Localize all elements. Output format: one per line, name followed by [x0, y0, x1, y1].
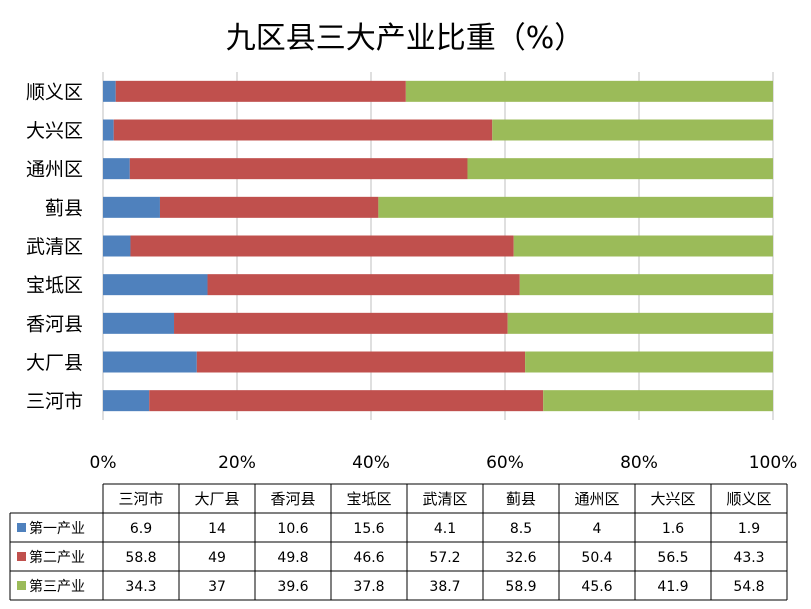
- table-header-cell: 通州区: [574, 490, 619, 508]
- bar-segment: [519, 274, 773, 296]
- bar-segment: [543, 390, 773, 412]
- legend-label: 第一产业: [29, 520, 85, 537]
- category-label: 大兴区: [26, 120, 83, 142]
- table-value-cell: 1.9: [738, 521, 760, 537]
- bar-segment: [103, 235, 131, 257]
- table-value-cell: 4.1: [434, 521, 456, 537]
- table-value-cell: 4: [593, 521, 602, 537]
- bar-segment: [103, 351, 197, 373]
- table-value-cell: 50.4: [581, 550, 612, 566]
- table-value-cell: 43.3: [733, 550, 764, 566]
- x-tick-label: 40%: [352, 453, 390, 473]
- bar-segment: [113, 119, 493, 141]
- bar-segment: [103, 196, 160, 218]
- table-value-cell: 45.6: [581, 579, 612, 595]
- bar-segment: [405, 80, 773, 102]
- table-header-cell: 顺义区: [726, 490, 771, 508]
- table-header-cell: 宝坻区: [346, 490, 391, 508]
- legend-key: [17, 581, 26, 590]
- x-tick-label: 60%: [486, 453, 524, 473]
- table-value-cell: 56.5: [657, 550, 688, 566]
- table-value-cell: 54.8: [733, 579, 764, 595]
- bar-segment: [149, 390, 544, 412]
- table-value-cell: 6.9: [130, 521, 152, 537]
- table-value-cell: 49.8: [277, 550, 308, 566]
- bar-segment: [103, 274, 208, 296]
- chart-title: 九区县三大产业比重（%）: [226, 21, 585, 56]
- bar-segment: [207, 274, 520, 296]
- bar-segment: [103, 80, 116, 102]
- bar-segment: [507, 312, 773, 334]
- table-value-cell: 10.6: [277, 521, 308, 537]
- legend-key: [17, 552, 26, 561]
- bar-segment: [174, 312, 508, 334]
- table-value-cell: 14: [208, 521, 226, 537]
- bar-segment: [103, 158, 130, 180]
- bar-segment: [492, 119, 773, 141]
- bar-segment: [196, 351, 526, 373]
- bar-segment: [130, 235, 514, 257]
- x-tick-label: 20%: [218, 453, 256, 473]
- bar-segment: [103, 390, 150, 412]
- table-value-cell: 37.8: [353, 579, 384, 595]
- legend-key: [17, 523, 26, 532]
- table-header-cell: 大厂县: [194, 490, 239, 508]
- category-label: 大厂县: [26, 352, 83, 374]
- table-value-cell: 58.8: [125, 550, 156, 566]
- table-value-cell: 57.2: [429, 550, 460, 566]
- table-value-cell: 46.6: [353, 550, 384, 566]
- category-label: 蓟县: [45, 197, 83, 219]
- table-value-cell: 34.3: [125, 579, 156, 595]
- bar-segment: [159, 196, 379, 218]
- table-header-cell: 三河市: [118, 490, 163, 508]
- bar-segment: [129, 158, 468, 180]
- bar-segment: [378, 196, 773, 218]
- bar-segment: [467, 158, 773, 180]
- bar-segment: [103, 312, 175, 334]
- table-header-cell: 蓟县: [506, 490, 536, 508]
- table-value-cell: 15.6: [353, 521, 384, 537]
- x-tick-label: 80%: [620, 453, 658, 473]
- legend-label: 第三产业: [29, 578, 85, 595]
- x-tick-label: 0%: [90, 453, 117, 473]
- x-tick-label: 100%: [749, 453, 798, 473]
- table-value-cell: 58.9: [505, 579, 536, 595]
- bar-segment: [115, 80, 406, 102]
- table-value-cell: 49: [208, 550, 226, 566]
- bars: [103, 80, 773, 412]
- table-value-cell: 8.5: [510, 521, 532, 537]
- category-label: 通州区: [26, 159, 83, 181]
- x-tick-labels: 0% 20% 40% 60% 80% 100%: [90, 453, 798, 473]
- table-value-cell: 41.9: [657, 579, 688, 595]
- table-value-cell: 39.6: [277, 579, 308, 595]
- table-value-cell: 1.6: [662, 521, 684, 537]
- table-value-cell: 37: [208, 579, 226, 595]
- table-value-cell: 38.7: [429, 579, 460, 595]
- category-label: 顺义区: [26, 81, 83, 103]
- table-header-cell: 香河县: [270, 490, 315, 508]
- category-label: 三河市: [26, 391, 83, 413]
- table-header-cell: 大兴区: [650, 490, 695, 508]
- legend-label: 第二产业: [29, 549, 85, 566]
- category-labels: 三河市 大厂县 香河县 宝坻区 武清区 蓟县 通州区 大兴区 顺义区: [26, 81, 83, 412]
- bar-segment: [103, 119, 114, 141]
- table-value-cell: 32.6: [505, 550, 536, 566]
- table-header-cell: 武清区: [422, 490, 467, 508]
- category-label: 武清区: [26, 236, 83, 258]
- category-label: 香河县: [26, 313, 83, 335]
- category-label: 宝坻区: [26, 275, 83, 297]
- bar-segment: [525, 351, 773, 373]
- bar-segment: [513, 235, 773, 257]
